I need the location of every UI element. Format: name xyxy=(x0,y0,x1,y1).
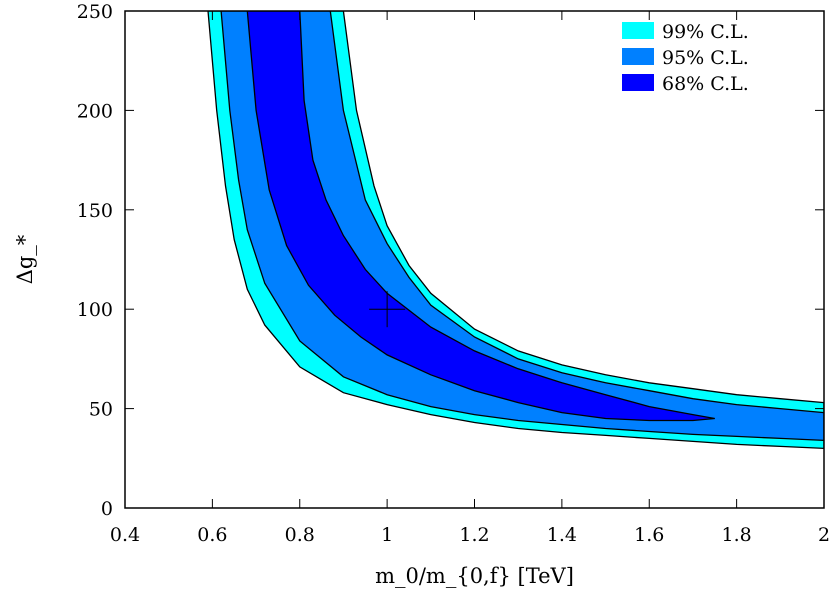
region-68-c-l xyxy=(246,11,715,422)
y-axis-label: Δg_* xyxy=(13,234,37,284)
x-tick-label: 2 xyxy=(818,524,830,546)
x-tick-label: 1.4 xyxy=(547,524,577,546)
x-tick-label: 0.6 xyxy=(197,524,227,546)
legend-label: 68% C.L. xyxy=(662,73,749,95)
x-tick-label: 0.4 xyxy=(110,524,140,546)
legend-swatch xyxy=(622,74,654,91)
x-axis-ticks: 0.4 0.6 0.8 1 1.2 1.4 1.6 1.8 2 xyxy=(110,11,830,546)
y-tick-label: 0 xyxy=(101,498,113,520)
y-tick-label: 50 xyxy=(89,399,113,421)
x-tick-label: 1.6 xyxy=(634,524,664,546)
x-tick-label: 0.8 xyxy=(285,524,315,546)
legend-swatch xyxy=(622,48,654,65)
legend: 99% C.L. 95% C.L. 68% C.L. xyxy=(622,21,749,95)
y-tick-label: 250 xyxy=(77,1,113,23)
x-axis-label: m_0/m_{0,f} [TeV] xyxy=(375,564,574,588)
y-axis-ticks: 0 50 100 150 200 250 xyxy=(77,1,824,520)
x-tick-label: 1.2 xyxy=(459,524,489,546)
y-tick-label: 150 xyxy=(77,200,113,222)
legend-label: 95% C.L. xyxy=(662,47,749,69)
x-tick-label: 1 xyxy=(381,524,393,546)
legend-swatch xyxy=(622,22,654,39)
x-tick-label: 1.8 xyxy=(722,524,752,546)
confidence-regions xyxy=(207,11,824,450)
y-tick-label: 100 xyxy=(77,299,113,321)
best-fit-marker xyxy=(369,291,406,328)
y-tick-label: 200 xyxy=(77,100,113,122)
legend-label: 99% C.L. xyxy=(662,21,749,43)
